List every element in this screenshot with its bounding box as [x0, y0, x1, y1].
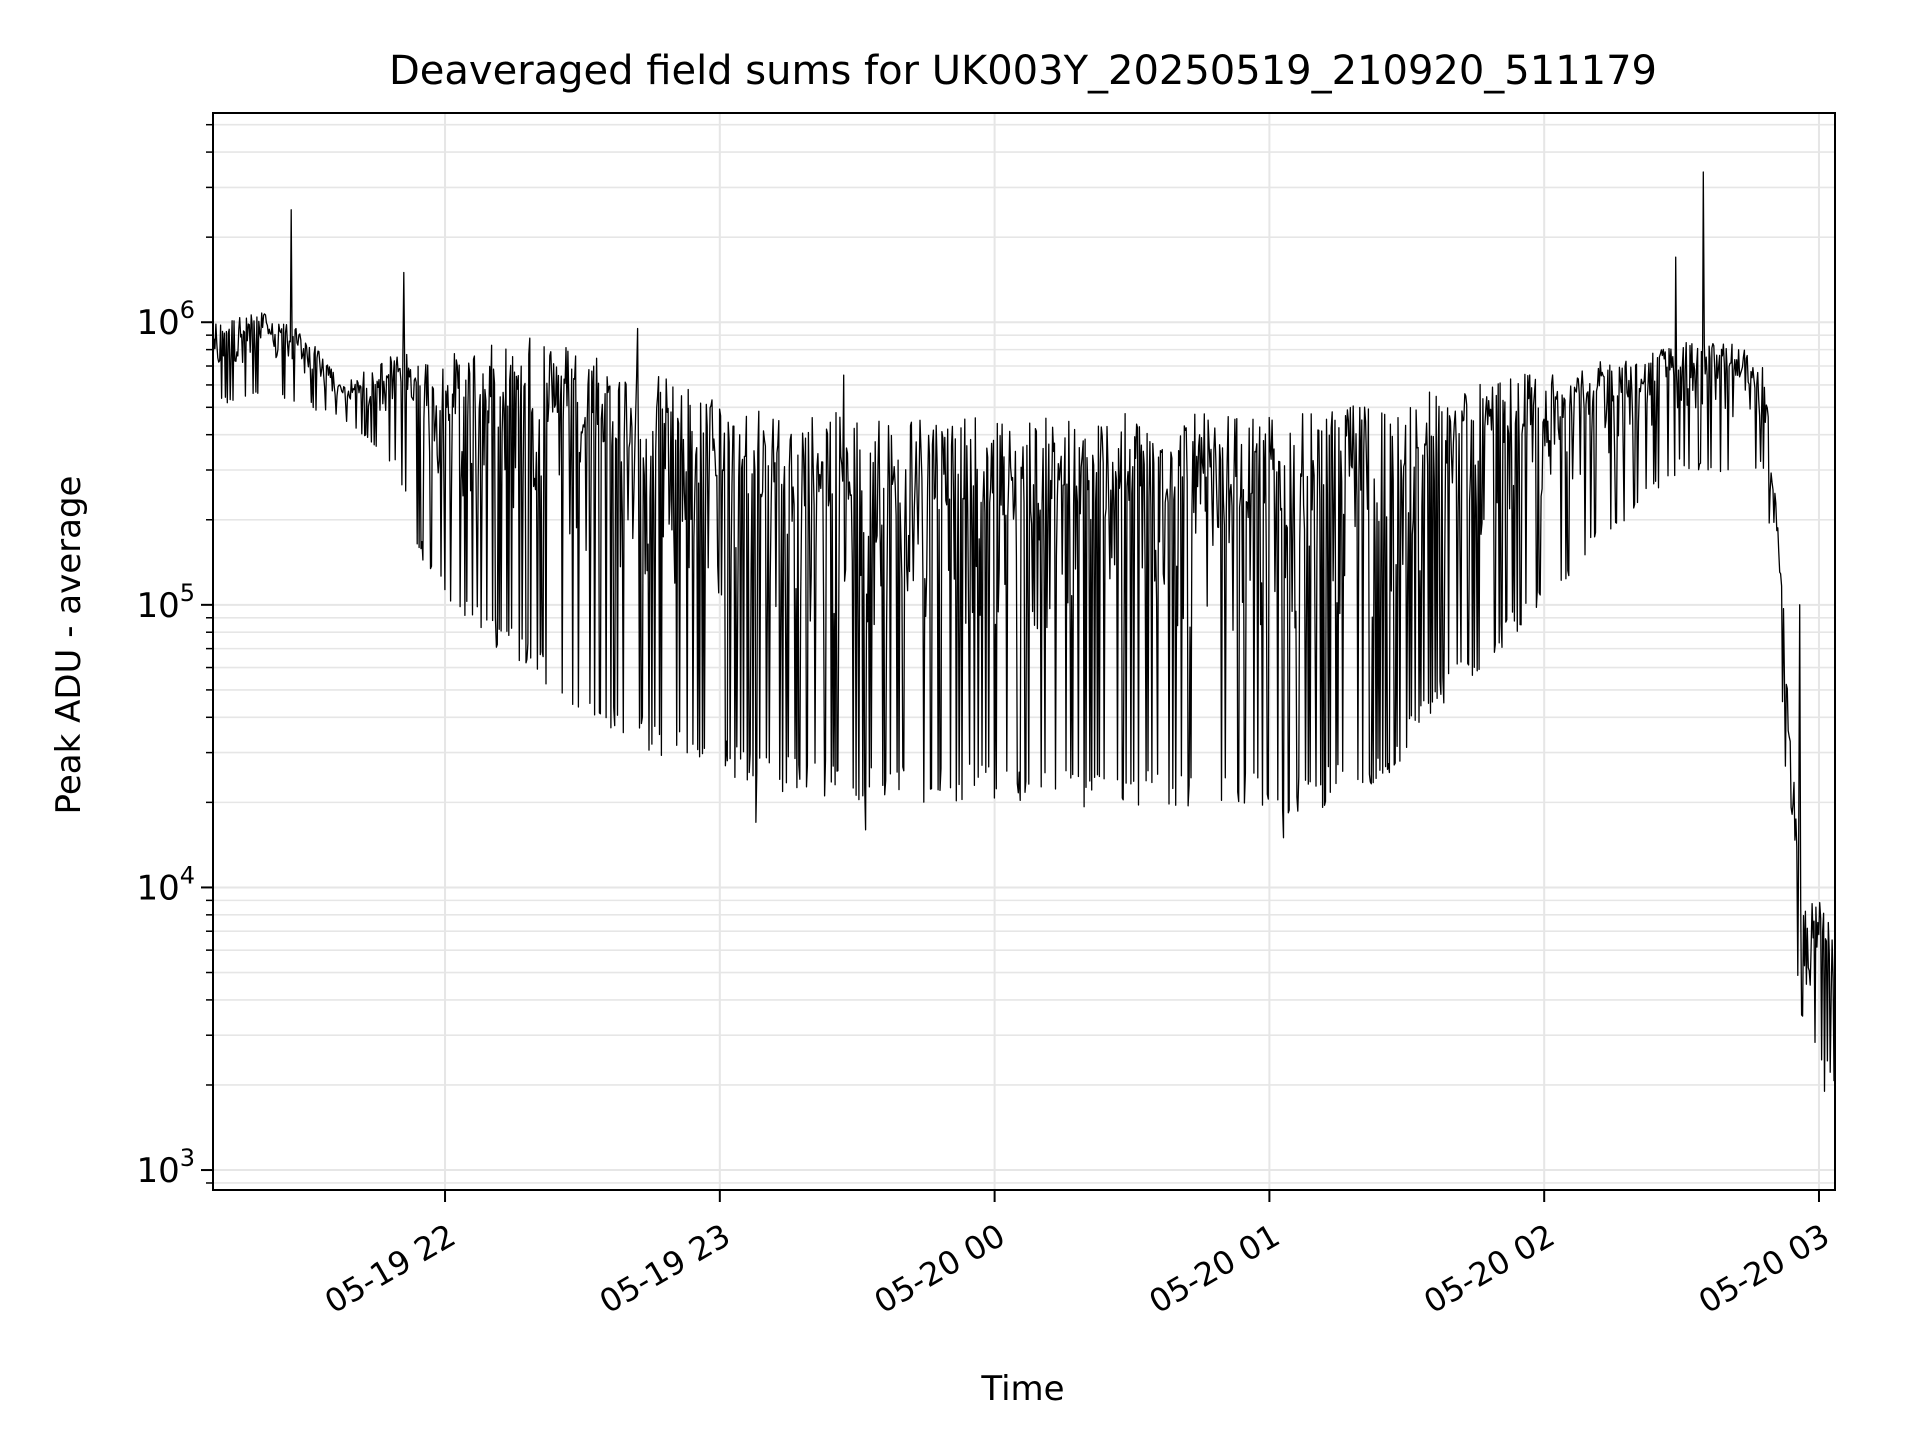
chart-title: Deaveraged field sums for UK003Y_2025051…	[389, 48, 1657, 94]
y-axis: 103 104 105 106	[136, 123, 213, 1191]
plot-frame	[212, 112, 1836, 1191]
y-tick-label: 106	[136, 296, 195, 343]
y-tick-label: 103	[136, 1144, 195, 1191]
y-tick-label: 104	[136, 861, 195, 908]
y-tick-label: 105	[136, 579, 195, 626]
x-axis-label: Time	[980, 1369, 1064, 1409]
series-line	[212, 171, 1836, 1092]
y-axis-label: Peak ADU - average	[49, 476, 89, 815]
series-layer	[212, 171, 1836, 1092]
